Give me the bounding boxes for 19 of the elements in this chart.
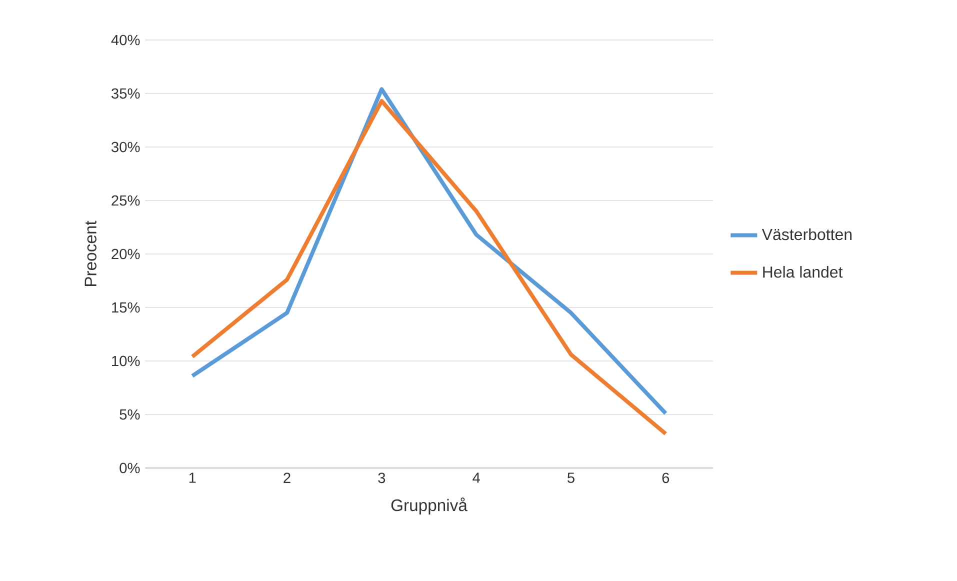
x-axis-title: Gruppnivå xyxy=(391,498,468,514)
x-tick-label: 6 xyxy=(662,472,670,484)
y-tick-label: 10% xyxy=(112,356,140,366)
x-tick-label: 3 xyxy=(378,472,386,484)
x-tick-label: 2 xyxy=(284,472,290,483)
y-tick-label: 35% xyxy=(112,88,140,99)
y-tick-label: 30% xyxy=(112,142,140,152)
y-axis-title: Preocent xyxy=(84,220,96,286)
legend-label: Hela landet xyxy=(763,266,843,278)
y-tick-label: 20% xyxy=(112,248,140,260)
y-tick-label: 5% xyxy=(120,409,140,420)
y-tick-label: 25% xyxy=(112,195,140,206)
y-tick-label: 40% xyxy=(111,34,140,46)
x-tick-label: 4 xyxy=(472,472,480,483)
y-tick-label: 15% xyxy=(112,302,140,313)
y-tick-label: 0% xyxy=(120,462,140,474)
x-tick-label: 1 xyxy=(189,472,196,483)
legend-label: Västerbotten xyxy=(762,228,852,240)
x-tick-label: 5 xyxy=(568,472,574,483)
